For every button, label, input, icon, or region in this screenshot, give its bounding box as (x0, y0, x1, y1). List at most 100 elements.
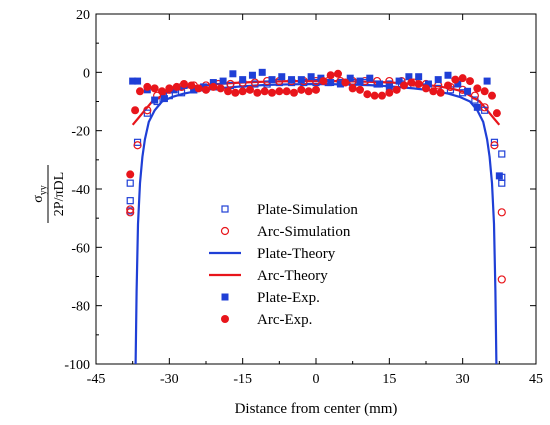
legend-item-arc-exp: Arc-Exp. (221, 312, 312, 328)
point-arc-simulation (490, 141, 499, 150)
point-arc-exp (451, 75, 460, 84)
point-plate-exp (376, 80, 384, 88)
point-arc-simulation (497, 208, 506, 217)
legend: Plate-Simulation Arc-Simulation Plate-Theo… (209, 202, 358, 328)
point-arc-exp (429, 87, 438, 96)
legend-item-arc-simulation: Arc-Simulation (220, 224, 351, 240)
point-plate-exp (151, 96, 159, 104)
y-axis-label-sigma: σ (31, 195, 46, 203)
point-plate-exp (473, 103, 481, 111)
x-tick-label: -15 (233, 372, 252, 387)
point-arc-exp (209, 82, 218, 91)
point-arc-simulation (126, 208, 135, 217)
point-arc-exp (319, 77, 328, 86)
point-arc-exp (326, 71, 335, 80)
point-arc-exp (158, 87, 166, 96)
legend-label-plate-theory: Plate-Theory (257, 246, 336, 262)
point-arc-simulation (126, 205, 135, 214)
point-arc-exp (370, 91, 379, 100)
point-plate-exp (385, 83, 393, 91)
point-plate-exp (444, 71, 452, 79)
legend-item-plate-exp: Plate-Exp. (221, 290, 320, 306)
y-tick-label: -20 (71, 125, 90, 140)
point-arc-exp (282, 87, 291, 96)
point-arc-exp (216, 84, 225, 93)
point-arc-exp (400, 81, 408, 90)
point-arc-exp (458, 74, 467, 83)
point-arc-exp (414, 80, 423, 88)
y-axis-label-subscript: yy (38, 185, 49, 195)
point-arc-exp (136, 87, 144, 96)
point-plate-simulation (498, 150, 506, 158)
point-arc-exp (246, 85, 254, 94)
point-plate-simulation (471, 96, 479, 104)
point-arc-exp (194, 84, 203, 93)
point-arc-exp (268, 88, 276, 97)
series-arc-exp (126, 69, 501, 179)
x-tick-label: 30 (456, 372, 470, 387)
point-arc-exp (385, 88, 394, 97)
point-arc-exp (187, 81, 196, 90)
point-arc-exp (238, 87, 247, 96)
point-arc-exp (392, 85, 401, 94)
point-plate-simulation (177, 89, 186, 97)
point-arc-exp (275, 87, 284, 96)
point-plate-exp (366, 74, 374, 82)
point-plate-exp (129, 77, 137, 85)
legend-label-plate-exp: Plate-Exp. (257, 290, 320, 306)
legend-item-plate-theory: Plate-Theory (209, 246, 336, 262)
point-arc-exp (312, 85, 320, 94)
point-plate-simulation (263, 80, 271, 88)
series-plate-simulation (126, 78, 506, 215)
point-plate-exp (336, 80, 344, 88)
y-axis-label: σyy 2P/πDL (31, 165, 67, 223)
legend-label-plate-simulation: Plate-Simulation (257, 202, 358, 218)
legend-marker-plate-simulation (221, 205, 229, 213)
x-tick-label: 0 (313, 372, 320, 387)
point-arc-exp (172, 82, 181, 91)
y-axis-label-denominator: 2P/πDL (52, 172, 67, 216)
plot-area (95, 13, 537, 365)
point-arc-exp (180, 80, 188, 88)
point-plate-exp (288, 76, 296, 84)
point-plate-exp (454, 80, 462, 88)
point-arc-exp (488, 91, 496, 100)
point-plate-exp (483, 77, 491, 85)
y-tick-label: -80 (71, 300, 90, 315)
point-arc-simulation (470, 91, 479, 100)
x-tick-label: -45 (87, 372, 106, 387)
point-plate-exp (395, 77, 403, 85)
point-arc-exp (466, 77, 474, 86)
plot-frame (95, 13, 537, 365)
point-plate-exp (190, 86, 198, 94)
point-plate-simulation (481, 106, 489, 114)
point-arc-exp (422, 84, 430, 93)
point-arc-exp (492, 109, 501, 118)
legend-label-arc-theory: Arc-Theory (257, 268, 328, 284)
point-arc-exp (290, 88, 298, 97)
y-axis-label-numerator: σyy (31, 185, 49, 203)
x-axis-label: Distance from center (mm) (235, 401, 398, 417)
y-tick-label: 20 (76, 8, 90, 23)
point-plate-exp (268, 76, 276, 84)
point-arc-simulation (497, 275, 506, 284)
point-plate-simulation (133, 138, 142, 146)
x-tick-label: 45 (529, 372, 543, 387)
point-plate-exp (134, 77, 142, 85)
point-plate-exp (219, 77, 227, 85)
point-plate-exp (356, 77, 364, 85)
y-tick-label: -100 (64, 358, 90, 373)
point-arc-exp (348, 84, 357, 93)
point-arc-simulation (133, 141, 142, 150)
point-arc-exp (297, 85, 306, 94)
point-arc-exp (224, 87, 232, 96)
point-plate-exp (258, 68, 266, 76)
legend-item-arc-theory: Arc-Theory (209, 268, 328, 284)
point-plate-exp (464, 87, 472, 95)
point-arc-exp (436, 88, 445, 97)
point-plate-exp (248, 71, 256, 79)
point-arc-exp (378, 91, 386, 100)
point-arc-exp (363, 90, 372, 99)
legend-marker-plate-exp (221, 293, 229, 301)
